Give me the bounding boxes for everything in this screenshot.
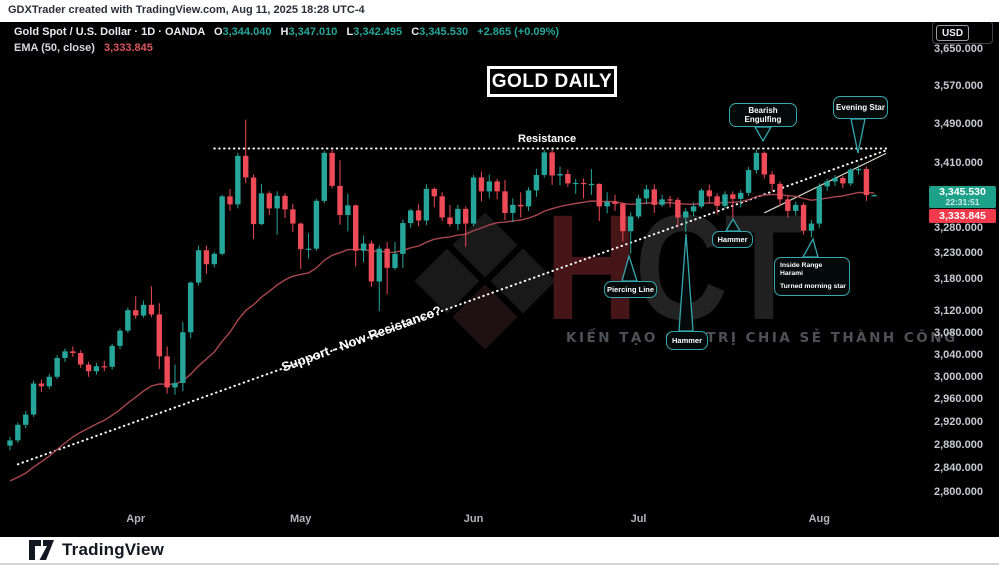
export-header-strip: GDXTrader created with TradingView.com, … [0,0,999,22]
footer-strip: TradingView [0,537,999,565]
time-tick-may: May [290,513,312,525]
open-value: 3,344.040 [222,26,272,38]
symbol-title: Gold Spot / U.S. Dollar · 1D · OANDA [14,26,205,38]
price-tick-label: 3,490.000 [934,117,983,130]
callout-bearish-engulfing[interactable]: Bearish Engulfing [729,103,797,127]
resistance-label[interactable]: Resistance [518,133,577,145]
price-tick-label: 3,180.000 [934,273,983,286]
callout-hammer-july[interactable]: Hammer [712,231,753,248]
open-label: O [213,26,223,38]
last-price-value: 3,345.530 [939,186,986,199]
time-tick-aug: Aug [808,513,830,525]
last-price-badge: 3,345.530 22:31:51 [929,186,996,209]
price-tick-label: 2,800.000 [934,486,983,499]
price-tick-label: 3,120.000 [934,305,983,318]
time-tick-jun: Jun [463,513,484,525]
ema-badge-value: 3,333.845 [939,210,986,223]
low-value: 3,342.495 [353,26,403,38]
price-tick-label: 3,040.000 [934,348,983,361]
price-tick-label: 3,650.000 [934,42,983,55]
high-label: H [280,26,289,38]
close-value: 3,345.530 [419,26,469,38]
price-tick-label: 2,840.000 [934,462,983,475]
close-label: C [411,26,420,38]
ema-label: EMA (50, close) [14,42,95,54]
high-value: 3,347.010 [288,26,338,38]
tradingview-logo[interactable]: TradingView [28,539,164,561]
ema-legend[interactable]: EMA (50, close) 3,333.845 [14,42,153,54]
price-tick-label: 2,880.000 [934,439,983,452]
tradingview-logo-text: TradingView [62,540,165,559]
price-tick-label: 2,960.000 [934,393,983,406]
price-tick-label: 3,570.000 [934,80,983,92]
ema-price-badge: 3,333.845 [929,209,996,224]
watermark-tagline: KIẾN TẠO GIÁ TRỊ CHIA SẺ THÀNH CÔNG [566,330,958,346]
low-label: L [346,26,354,38]
time-tick-jul: Jul [630,513,647,525]
tradingview-logo-icon [29,540,54,560]
callout-inside-range-harami[interactable]: Inside Range Harami Turned morning star [774,257,850,296]
price-tick-label: 3,280.000 [934,221,983,234]
callout-inside-range-line2: Turned morning star [780,282,846,290]
price-tick-label: 2,920.000 [934,416,983,429]
price-tick-label: 3,000.000 [934,370,983,383]
callout-evening-star[interactable]: Evening Star [833,96,888,119]
export-header-text: GDXTrader created with TradingView.com, … [8,4,365,16]
callout-piercing-line[interactable]: Piercing Line [604,281,657,298]
price-tick-label: 3,230.000 [934,247,983,260]
currency-usd-button[interactable]: USD [936,25,969,41]
symbol-legend[interactable]: Gold Spot / U.S. Dollar · 1D · OANDA O3,… [14,26,559,38]
time-tick-apr: Apr [126,513,146,525]
change-value: +2.865 (+0.09%) [477,26,560,38]
price-tick-label: 3,080.000 [934,326,983,339]
price-tick-label: 3,410.000 [934,156,983,169]
chart-title-box[interactable]: GOLD DAILY [487,66,617,97]
ema-value: 3,333.845 [103,42,153,54]
callout-hammer-long-tail[interactable]: Hammer [666,331,708,350]
callout-inside-range-line1: Inside Range Harami [780,262,823,278]
bar-countdown: 22:31:51 [945,197,980,208]
